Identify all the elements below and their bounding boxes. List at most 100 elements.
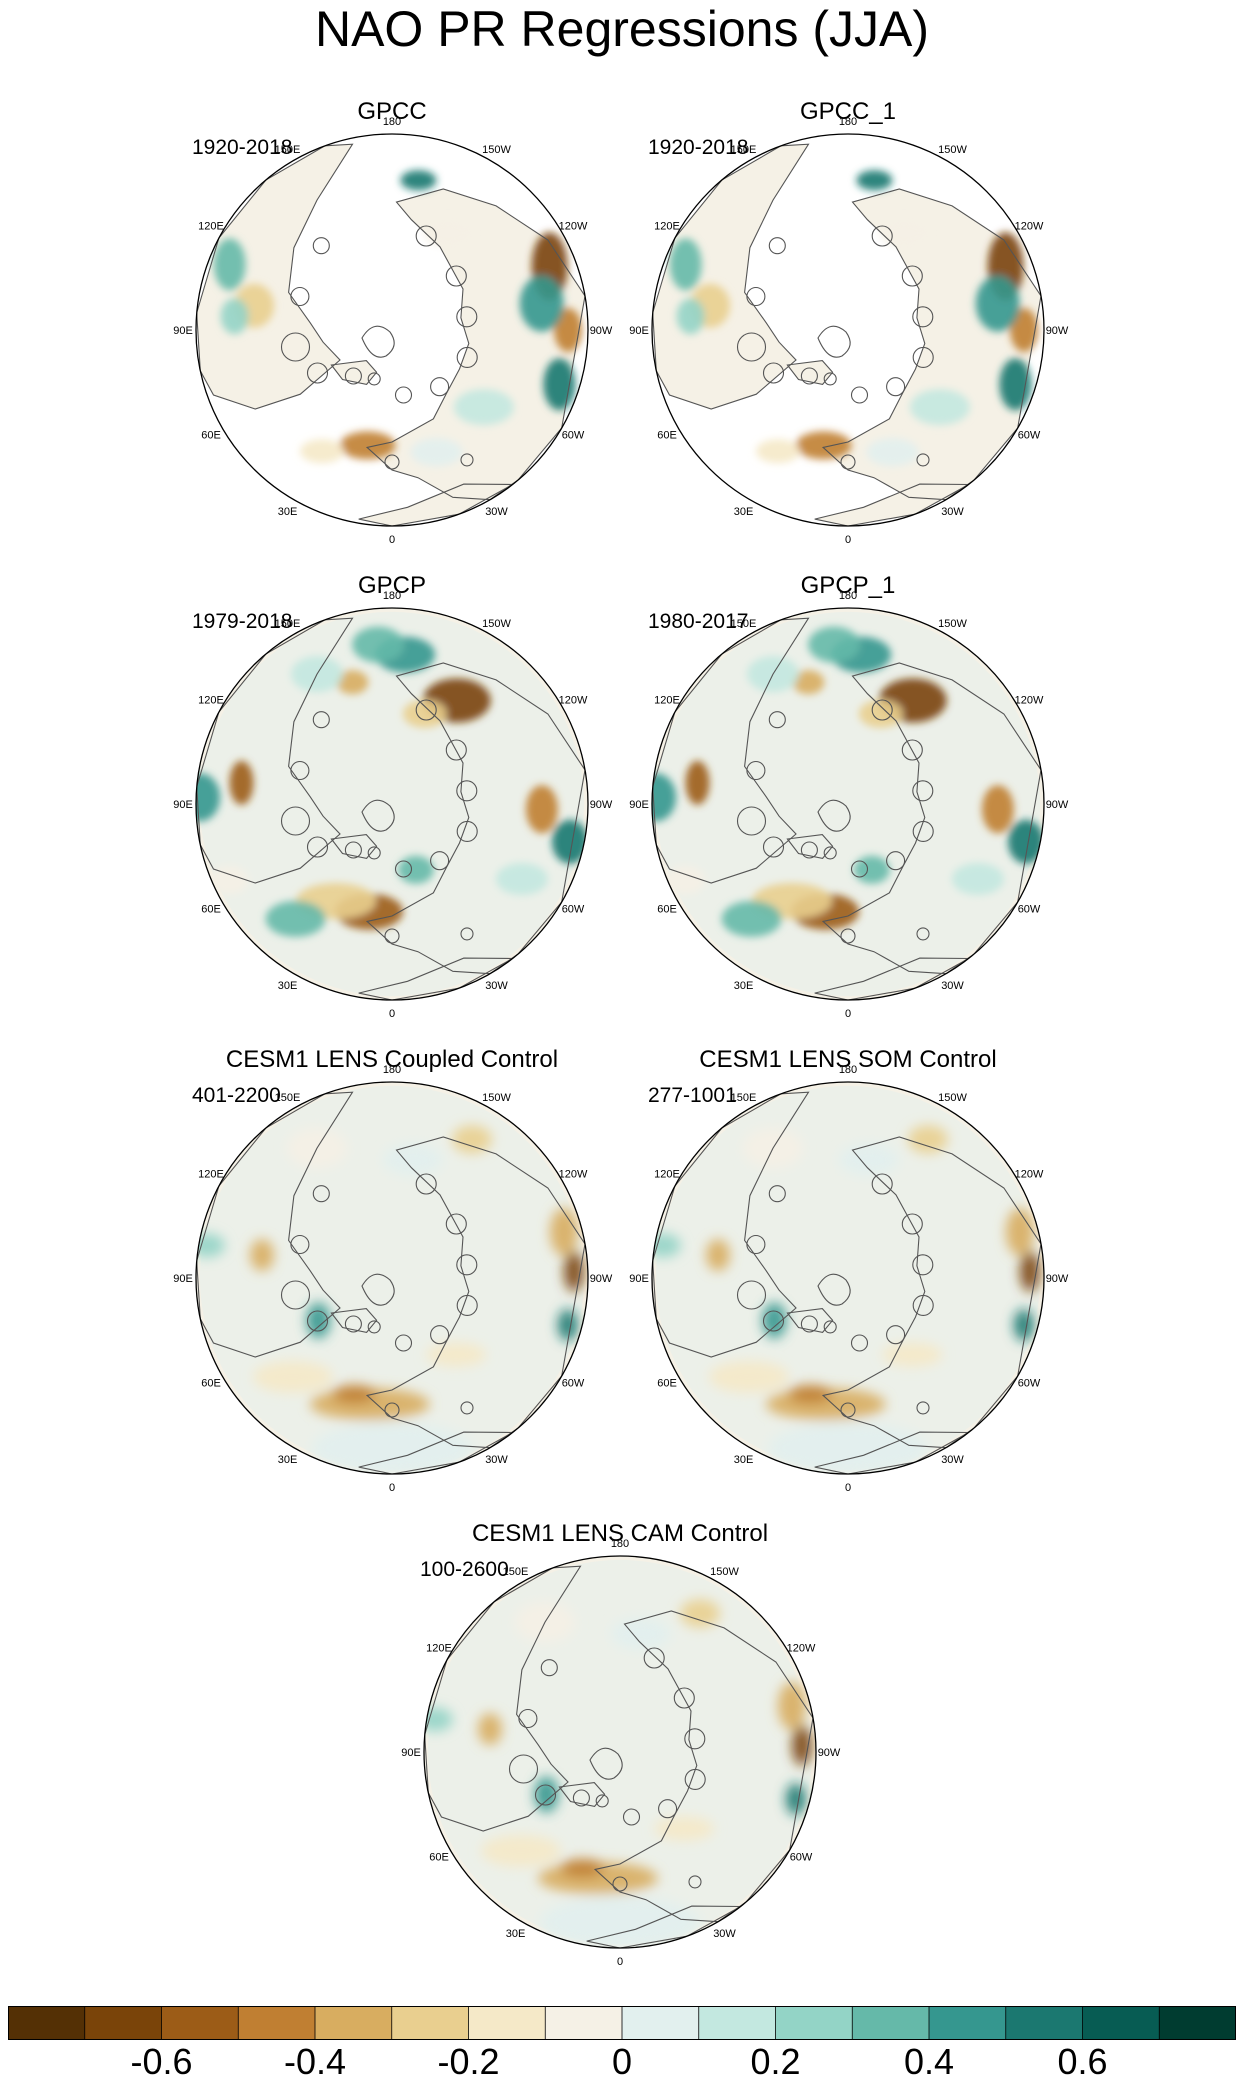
map-panel-gpcp: GPCP 1979-2018 180 150E 120E 90E 60E 30E 0 30W 60W… <box>173 572 613 1032</box>
greenland-outline <box>589 1747 623 1780</box>
greenland-outline <box>361 799 395 832</box>
island-outline <box>367 846 381 860</box>
anomaly-patch <box>680 1599 720 1628</box>
anomaly-patch <box>975 275 1020 332</box>
island-outline <box>746 760 766 781</box>
longitude-label: 180 <box>383 116 401 128</box>
anomaly-patch <box>400 170 437 191</box>
longitude-label: 30E <box>278 506 298 518</box>
longitude-label: 120W <box>1015 1169 1044 1181</box>
island-outline <box>312 237 330 255</box>
island-outline <box>540 1659 558 1677</box>
island-outline <box>688 1875 702 1889</box>
anomaly-patch <box>1008 819 1044 864</box>
longitude-label: 90W <box>1046 325 1069 337</box>
anomaly-patch <box>808 626 861 663</box>
island-outline <box>460 927 474 941</box>
coastlines <box>424 1565 814 1948</box>
longitude-label: 180 <box>383 590 401 602</box>
longitude-label: 60W <box>562 904 585 916</box>
longitude-label: 30E <box>278 980 298 992</box>
longitude-label: 60E <box>429 1852 449 1864</box>
island-outline <box>460 1401 474 1415</box>
longitude-label: 0 <box>845 534 851 546</box>
island-outline <box>306 836 329 858</box>
island-outline <box>762 362 785 384</box>
colorbar-swatch <box>1005 2006 1083 2040</box>
longitude-label: 60E <box>201 904 221 916</box>
anomaly-patch <box>481 1835 561 1867</box>
colorbar-swatch <box>545 2006 623 2040</box>
longitude-label: 0 <box>389 1008 395 1020</box>
colorbar-swatch <box>852 2006 930 2040</box>
longitude-label: 60E <box>657 1378 677 1390</box>
colorbar-swatch <box>775 2006 853 2040</box>
anomaly-patch <box>1013 1309 1034 1342</box>
island-outline <box>840 1402 856 1418</box>
island-outline <box>871 225 893 247</box>
longitude-label: 0 <box>845 1008 851 1020</box>
anomaly-patch <box>560 1859 605 1877</box>
island-outline <box>886 377 906 397</box>
anomaly-patch <box>332 1385 377 1403</box>
island-outline <box>684 1728 706 1750</box>
longitude-label: 120W <box>559 1169 588 1181</box>
colorbar-tick-label: -0.2 <box>437 2041 500 2082</box>
anomaly-patch <box>352 626 405 663</box>
island-outline <box>456 346 478 368</box>
coastlines <box>652 1091 1042 1474</box>
island-outline <box>736 1280 767 1310</box>
anomaly-patch <box>1005 1207 1034 1256</box>
colorbar-tick-label: 0.2 <box>750 2041 801 2082</box>
anomaly-patch <box>229 760 254 805</box>
island-outline <box>595 1794 609 1808</box>
coastline <box>330 1308 378 1334</box>
island-outline <box>460 453 474 467</box>
island-outline <box>800 367 818 385</box>
map-boundary <box>651 1081 1045 1475</box>
island-outline <box>456 1294 478 1316</box>
island-outline <box>912 780 934 802</box>
longitude-label: 150E <box>503 1566 529 1578</box>
longitude-label: 30E <box>278 1454 298 1466</box>
longitude-label: 150W <box>710 1566 739 1578</box>
island-outline <box>384 1402 400 1418</box>
island-outline <box>344 367 362 385</box>
island-outline <box>901 1213 923 1235</box>
island-outline <box>912 306 934 328</box>
longitude-label: 30W <box>485 506 508 518</box>
anomaly-patch <box>880 219 928 247</box>
greenland-outline <box>817 325 851 358</box>
island-outline <box>768 237 786 255</box>
panel-period: 1920-2018 <box>192 136 293 159</box>
anomaly-patch <box>382 1143 443 1176</box>
figure-title: NAO PR Regressions (JJA) <box>314 1 930 57</box>
colorbar-swatch <box>391 2006 469 2040</box>
longitude-label: 120W <box>787 1643 816 1655</box>
map-panel-cesm1-lens-coupled-control: CESM1 LENS Coupled Control 401-2200 180 150… <box>173 1046 613 1506</box>
anomaly-patch <box>706 1239 730 1272</box>
island-outline <box>290 1234 310 1255</box>
map-boundary <box>651 607 1045 1001</box>
colorbar-labels: -0.6 -0.4 -0.2 0 0.2 0.4 0.6 <box>0 2040 1244 2086</box>
anomaly-patch <box>220 298 249 335</box>
anomaly-patch <box>208 866 249 895</box>
island-outline <box>762 1310 785 1332</box>
coastline <box>652 1091 810 1358</box>
polar-map: 180 150E 120E 90E 60E 30E 0 30W 60W 90W 120W 150W <box>173 116 613 546</box>
longitude-label: 90W <box>590 1273 613 1285</box>
greenland-outline <box>817 799 851 832</box>
land-fill-region <box>367 189 585 500</box>
anomaly-patch <box>908 1125 948 1154</box>
coastlines <box>196 1091 586 1474</box>
longitude-label: 120E <box>198 1169 224 1181</box>
island-outline <box>572 1789 590 1807</box>
coastline <box>821 1136 1042 1449</box>
map-panel-gpcc: GPCC 1920-2018 180 150E 120E 90E 60E 30E 0 30W 60W… <box>173 98 613 558</box>
longitude-label: 120E <box>198 695 224 707</box>
polar-map: 180 150E 120E 90E 60E 30E 0 30W 60W 90W 120W 150W <box>629 1064 1069 1494</box>
greenland-outline <box>361 325 395 358</box>
anomaly-patch <box>426 1342 487 1367</box>
longitude-label: 30W <box>485 980 508 992</box>
anomaly-patch <box>777 1681 806 1730</box>
